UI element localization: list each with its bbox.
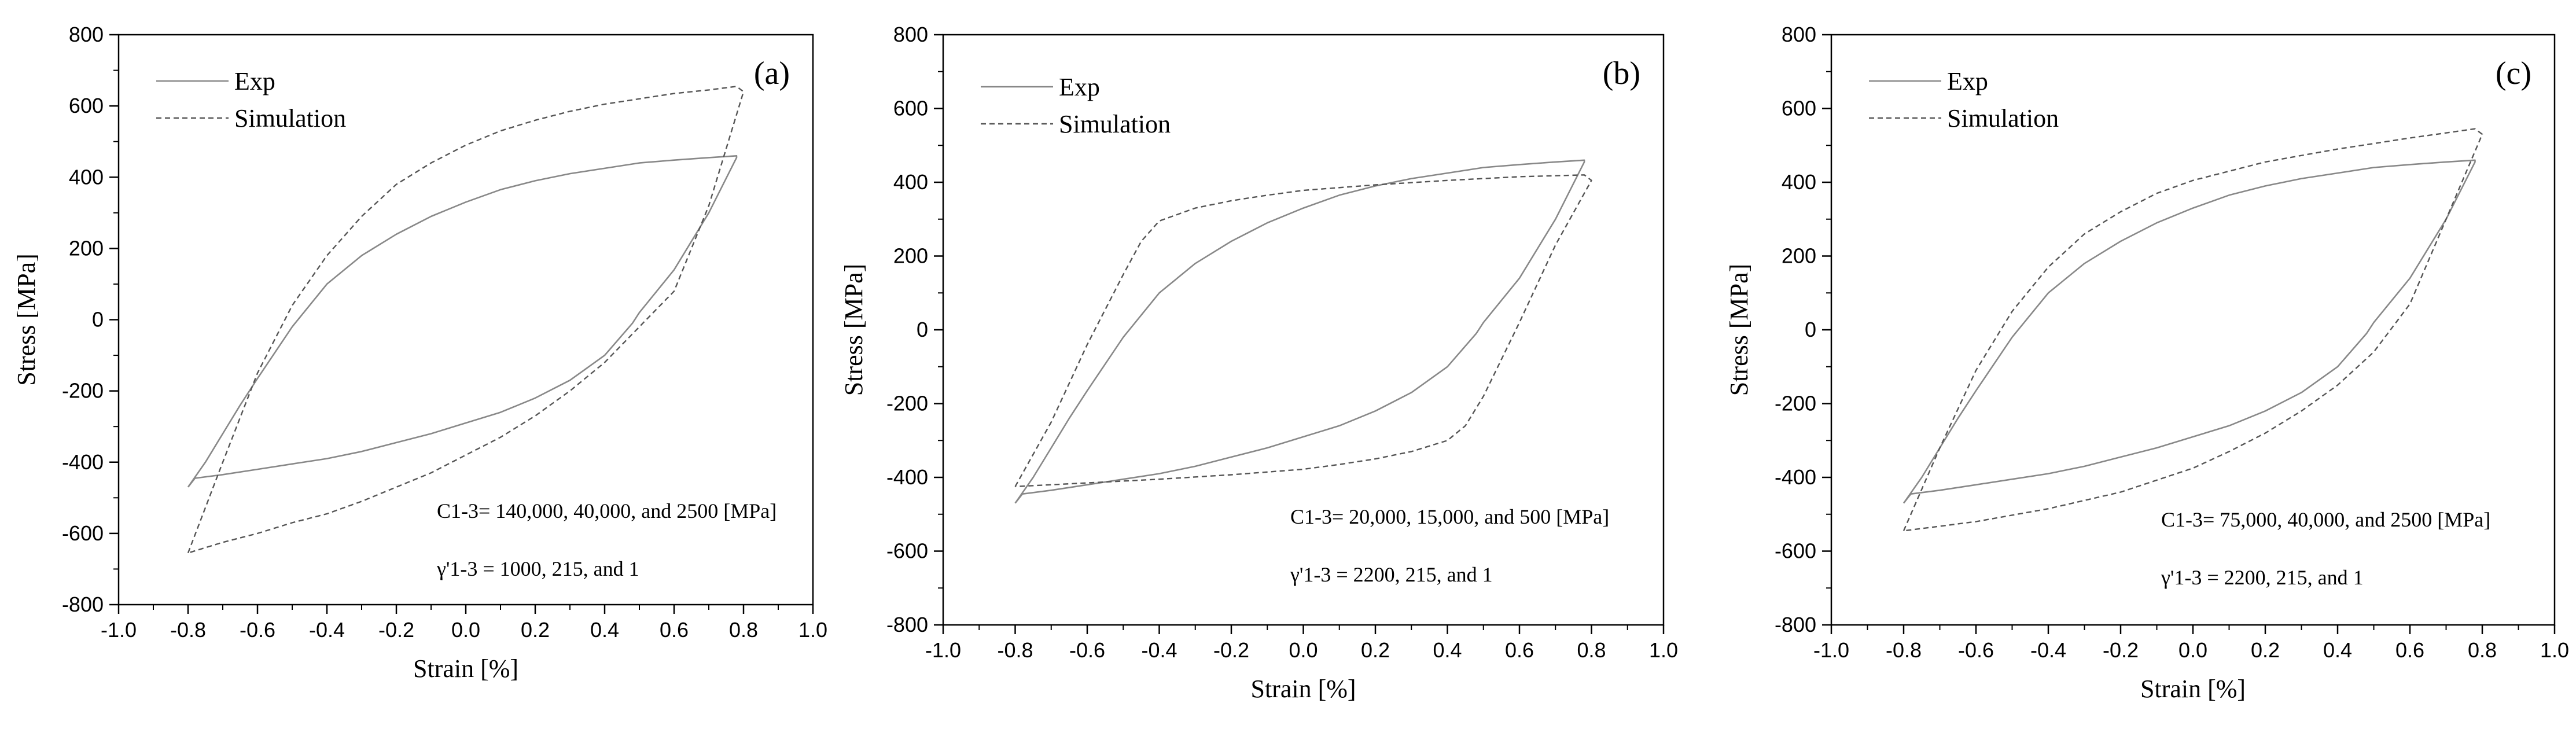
panel-label: (b) bbox=[1603, 56, 1640, 91]
y-tick-label: 0 bbox=[917, 318, 928, 341]
y-tick-label: 400 bbox=[1782, 170, 1816, 194]
x-tick-label: -1.0 bbox=[925, 638, 961, 662]
x-axis-title: Strain [%] bbox=[413, 654, 518, 683]
x-tick-label: 1.0 bbox=[1649, 638, 1678, 662]
y-tick-label: -800 bbox=[62, 593, 104, 616]
y-tick-label: -800 bbox=[1775, 613, 1816, 636]
x-tick-label: -0.4 bbox=[309, 618, 345, 642]
x-tick-label: -0.6 bbox=[1069, 638, 1105, 662]
x-tick-label: 0.0 bbox=[2178, 638, 2207, 662]
legend-label-simulation: Simulation bbox=[1947, 104, 2059, 133]
x-tick-label: 0.6 bbox=[660, 618, 689, 642]
x-tick-label: 0.8 bbox=[2468, 638, 2497, 662]
annotation-c-params: C1-3= 75,000, 40,000, and 2500 [MPa] bbox=[2161, 508, 2490, 531]
x-tick-label: 0.4 bbox=[1433, 638, 1462, 662]
series-exp-line bbox=[1014, 159, 1585, 504]
y-tick-label: 400 bbox=[893, 170, 928, 194]
y-tick-label: 0 bbox=[1805, 318, 1816, 341]
y-tick-label: 200 bbox=[1782, 244, 1816, 268]
x-tick-label: -1.0 bbox=[101, 618, 137, 642]
x-tick-label: 0.0 bbox=[1289, 638, 1318, 662]
y-tick-label: 400 bbox=[69, 165, 104, 189]
chart-panel-c: -1.0 -0.8 -0.6 -0.4 -0.2 0.0 0.2 0.4 0.6 0.8 1.0 -8… bbox=[1725, 23, 2569, 703]
y-tick-label: -600 bbox=[62, 521, 104, 545]
x-tick-label: -1.0 bbox=[1813, 638, 1849, 662]
x-tick-label: -0.4 bbox=[2030, 638, 2066, 662]
annotation-gamma-params: γ'1-3 = 1000, 215, and 1 bbox=[436, 557, 639, 580]
legend-label-exp: Exp bbox=[234, 67, 275, 95]
y-tick-label: 200 bbox=[893, 244, 928, 268]
x-tick-label: 0.2 bbox=[2251, 638, 2280, 662]
y-tick-label: -400 bbox=[62, 450, 104, 474]
series-simulation-line bbox=[1014, 174, 1592, 488]
x-tick-label: -0.6 bbox=[240, 618, 275, 642]
x-axis-title: Strain [%] bbox=[2140, 675, 2246, 703]
y-tick-label: 0 bbox=[92, 308, 104, 332]
x-tick-label: -0.2 bbox=[1213, 638, 1249, 662]
x-axis-title: Strain [%] bbox=[1250, 675, 1356, 703]
y-tick-label: -400 bbox=[1775, 465, 1816, 489]
series-simulation-line bbox=[187, 86, 745, 554]
x-tick-label: -0.4 bbox=[1141, 638, 1177, 662]
y-tick-label: 600 bbox=[1782, 97, 1816, 120]
x-tick-label: 0.8 bbox=[729, 618, 758, 642]
x-tick-label: 0.6 bbox=[2395, 638, 2424, 662]
x-tick-label: 1.0 bbox=[798, 618, 827, 642]
y-axis-title: Stress [MPa] bbox=[840, 264, 868, 396]
y-tick-label: -600 bbox=[1775, 539, 1816, 563]
y-tick-label: -600 bbox=[886, 539, 928, 563]
annotation-gamma-params: γ'1-3 = 2200, 215, and 1 bbox=[2161, 566, 2364, 589]
y-tick-label: 600 bbox=[893, 97, 928, 120]
x-tick-label: 1.0 bbox=[2540, 638, 2569, 662]
y-tick-label: 800 bbox=[69, 23, 104, 46]
x-tick-label: -0.6 bbox=[1958, 638, 1994, 662]
annotation-c-params: C1-3= 20,000, 15,000, and 500 [MPa] bbox=[1290, 505, 1609, 528]
y-tick-label: -200 bbox=[886, 392, 928, 415]
y-axis-title: Stress [MPa] bbox=[1725, 264, 1753, 396]
x-tick-label: -0.2 bbox=[378, 618, 414, 642]
chart-panel-a: -1.0 -0.8 -0.6 -0.4 -0.2 0.0 0.2 0.4 0.6 0.8 1.0 -8… bbox=[12, 23, 827, 683]
legend-label-simulation: Simulation bbox=[234, 104, 346, 133]
y-tick-label: -200 bbox=[62, 379, 104, 403]
y-axis-title: Stress [MPa] bbox=[12, 253, 41, 386]
panel-label: (c) bbox=[2496, 56, 2531, 91]
x-tick-label: -0.2 bbox=[2103, 638, 2139, 662]
series-exp-line bbox=[187, 155, 738, 488]
x-tick-label: 0.2 bbox=[1361, 638, 1390, 662]
plot-frame bbox=[1830, 34, 2556, 626]
y-tick-label: -800 bbox=[886, 613, 928, 636]
annotation-c-params: C1-3= 140,000, 40,000, and 2500 [MPa] bbox=[437, 499, 777, 522]
y-tick-label: 600 bbox=[69, 94, 104, 117]
x-tick-label: -0.8 bbox=[997, 638, 1033, 662]
y-tick-label: 800 bbox=[893, 23, 928, 46]
x-tick-label: 0.8 bbox=[1577, 638, 1606, 662]
y-tick-label: 200 bbox=[69, 236, 104, 260]
y-tick-label: 800 bbox=[1782, 23, 1816, 46]
x-tick-label: 0.4 bbox=[2323, 638, 2352, 662]
x-tick-label: 0.2 bbox=[521, 618, 550, 642]
x-tick-label: 0.4 bbox=[590, 618, 619, 642]
series-exp-line bbox=[1902, 159, 2476, 504]
chart-panel-b: -1.0 -0.8 -0.6 -0.4 -0.2 0.0 0.2 0.4 0.6 0.8 1.0 -8… bbox=[840, 23, 1678, 703]
annotation-gamma-params: γ'1-3 = 2200, 215, and 1 bbox=[1290, 563, 1493, 586]
legend-label-exp: Exp bbox=[1947, 67, 1988, 95]
panel-label: (a) bbox=[754, 56, 790, 91]
legend-label-exp: Exp bbox=[1059, 73, 1100, 101]
y-tick-label: -400 bbox=[886, 465, 928, 489]
x-tick-label: -0.8 bbox=[1886, 638, 1922, 662]
x-tick-label: 0.6 bbox=[1505, 638, 1534, 662]
x-tick-label: 0.0 bbox=[451, 618, 480, 642]
series-simulation-line bbox=[1902, 128, 2483, 532]
x-tick-label: -0.8 bbox=[170, 618, 206, 642]
legend-label-simulation: Simulation bbox=[1059, 110, 1171, 138]
y-tick-label: -200 bbox=[1775, 392, 1816, 415]
